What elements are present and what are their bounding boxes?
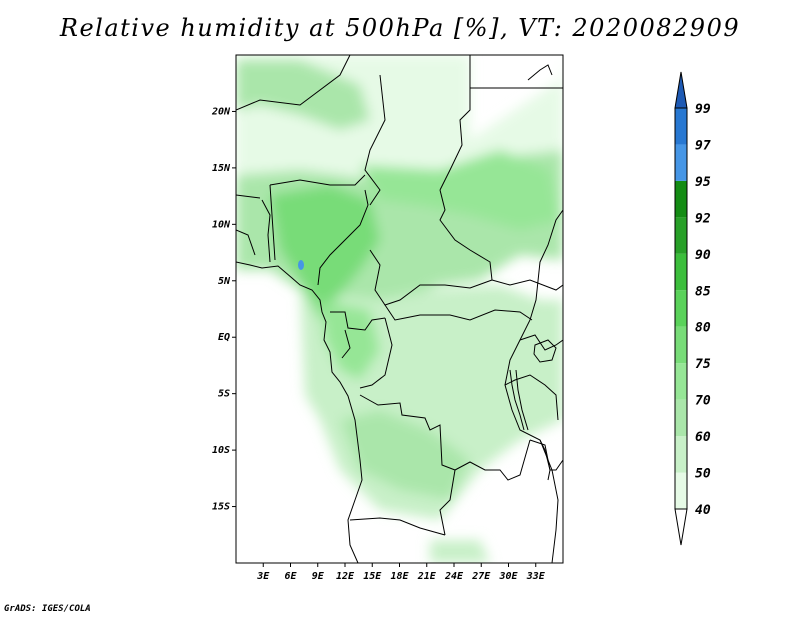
colorbar-swatch xyxy=(675,144,687,181)
border-zambia xyxy=(439,439,531,536)
lat-tick-label: 20N xyxy=(211,106,231,117)
border-drc-angola xyxy=(359,394,456,471)
colorbar-label: 95 xyxy=(695,175,711,190)
lake-victoria xyxy=(533,339,557,363)
lat-tick-label: 15N xyxy=(212,163,231,174)
border-drc-congo xyxy=(359,317,393,389)
border-niger-libya xyxy=(364,74,386,206)
lat-tick-label: 15S xyxy=(212,502,230,513)
chart-title: Relative humidity at 500hPa [%], VT: 202… xyxy=(59,14,741,42)
longitude-axis: 3E 6E 9E 12E 15E 18E 21E 24E 27E 30E 33E xyxy=(256,563,546,582)
humidity-region-nigeria xyxy=(270,185,380,320)
border-tanzania xyxy=(504,374,559,421)
colorbar-swatch xyxy=(675,363,687,400)
colorbar-upper-arrow xyxy=(674,71,688,109)
border-drc-north xyxy=(384,304,533,321)
border-car xyxy=(369,249,493,306)
humidity-region-south-tip xyxy=(430,540,490,563)
colorbar-swatch xyxy=(675,472,687,509)
colorbar-label: 97 xyxy=(695,138,711,153)
border-angola-namibia xyxy=(349,517,446,536)
colorbar-swatch xyxy=(675,253,687,291)
country-boundaries xyxy=(236,55,563,563)
colorbar-label: 60 xyxy=(695,430,711,445)
colorbar-label: 75 xyxy=(695,357,711,372)
colorbar-swatch xyxy=(675,290,687,327)
lon-tick-label: 6E xyxy=(284,571,297,582)
lon-tick-label: 21E xyxy=(417,571,437,582)
red-sea-coast xyxy=(527,64,553,81)
border-mali-algeria xyxy=(236,55,351,111)
humidity-region-angola xyxy=(340,410,470,500)
colorbar-label: 50 xyxy=(695,467,711,482)
humidity-spot-95 xyxy=(298,260,304,270)
border-gabon-congo xyxy=(330,311,386,359)
lon-tick-label: 12E xyxy=(336,571,355,582)
border-west-african-states xyxy=(236,184,276,263)
colorbar-label: 92 xyxy=(695,211,711,226)
lat-tick-label: 5N xyxy=(218,276,231,287)
colorbar-label: 90 xyxy=(695,248,711,263)
colorbar-label: 70 xyxy=(695,394,711,409)
lake-tanganyika xyxy=(509,369,529,431)
humidity-region-congo xyxy=(320,300,380,380)
humidity-region-sahel xyxy=(360,150,560,230)
colorbar-swatch xyxy=(675,180,687,218)
colorbar-swatch xyxy=(675,399,687,437)
colorbar-swatch xyxy=(675,217,687,254)
border-nigeria-north xyxy=(269,174,366,186)
lon-tick-label: 33E xyxy=(526,571,546,582)
border-uganda-kenya xyxy=(519,334,563,351)
lon-tick-label: 18E xyxy=(390,571,409,582)
coastline-west-africa xyxy=(236,261,363,563)
border-libya-egypt xyxy=(439,55,471,191)
lat-tick-label: 5S xyxy=(218,389,230,400)
lon-tick-label: 3E xyxy=(256,571,270,582)
lat-tick-label: 10S xyxy=(212,445,230,456)
colorbar-label: 80 xyxy=(695,321,711,336)
coastline-east-africa xyxy=(504,209,563,563)
latitude-axis: 20N 15N 10N 5N EQ 5S 10S 15S xyxy=(211,106,236,513)
border-chad-sudan xyxy=(439,189,493,281)
colorbar-label: 99 xyxy=(695,102,711,117)
colorbar-label: 40 xyxy=(695,503,711,518)
credit-label: GrADS: IGES/COLA xyxy=(4,604,91,614)
lon-tick-label: 9E xyxy=(312,571,325,582)
lon-tick-label: 24E xyxy=(444,571,464,582)
lon-tick-label: 27E xyxy=(471,571,491,582)
lon-tick-label: 15E xyxy=(363,571,382,582)
border-south-sudan xyxy=(491,279,563,291)
colorbar-swatch xyxy=(675,108,687,145)
colorbar-label: 85 xyxy=(695,284,711,299)
border-nigeria-cameroon xyxy=(317,189,369,286)
colorbar-swatch xyxy=(675,436,687,473)
humidity-field xyxy=(236,55,563,563)
colorbar: 40 50 60 70 75 80 85 90 92 95 97 99 xyxy=(674,71,711,546)
lon-tick-label: 30E xyxy=(498,571,518,582)
lake-malawi xyxy=(539,439,551,481)
humidity-shading xyxy=(236,55,563,563)
lat-tick-label: 10N xyxy=(212,219,231,230)
lat-tick-label: EQ xyxy=(218,332,230,343)
colorbar-lower-arrow xyxy=(674,508,688,546)
colorbar-swatch xyxy=(675,326,687,364)
colorbar-outline xyxy=(674,107,688,510)
